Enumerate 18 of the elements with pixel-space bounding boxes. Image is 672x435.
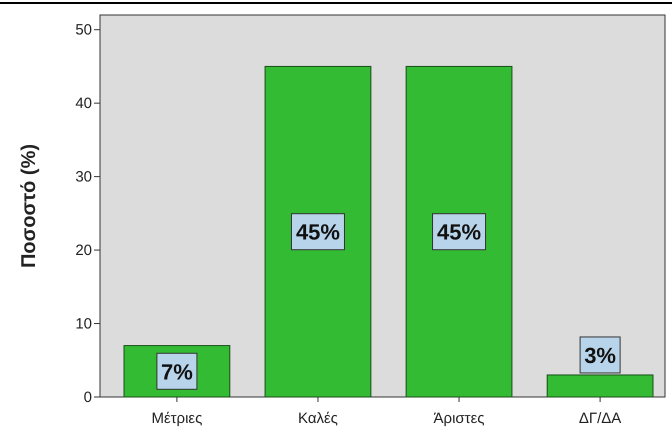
data-label: 7%: [161, 359, 193, 384]
y-tick-label: 0: [84, 389, 92, 406]
y-tick-label: 50: [75, 22, 92, 39]
y-tick-label: 10: [75, 316, 92, 333]
y-tick-label: 40: [75, 95, 92, 112]
x-tick-label: ΔΓ/ΔΑ: [578, 410, 622, 427]
x-tick-label: Καλές: [298, 410, 338, 427]
y-tick-label: 20: [75, 242, 92, 260]
bar: [406, 66, 512, 398]
x-tick-label: Μέτριες: [151, 410, 202, 427]
bar: [546, 374, 654, 398]
bar: [264, 66, 372, 398]
y-tick-label: 30: [75, 168, 92, 186]
y-axis-title: Ποσοστό (%): [18, 144, 40, 268]
x-tick-label: Άριστες: [434, 410, 485, 427]
data-label: 3%: [584, 342, 616, 368]
data-label: 45%: [437, 220, 482, 245]
data-label: 45%: [296, 220, 340, 245]
